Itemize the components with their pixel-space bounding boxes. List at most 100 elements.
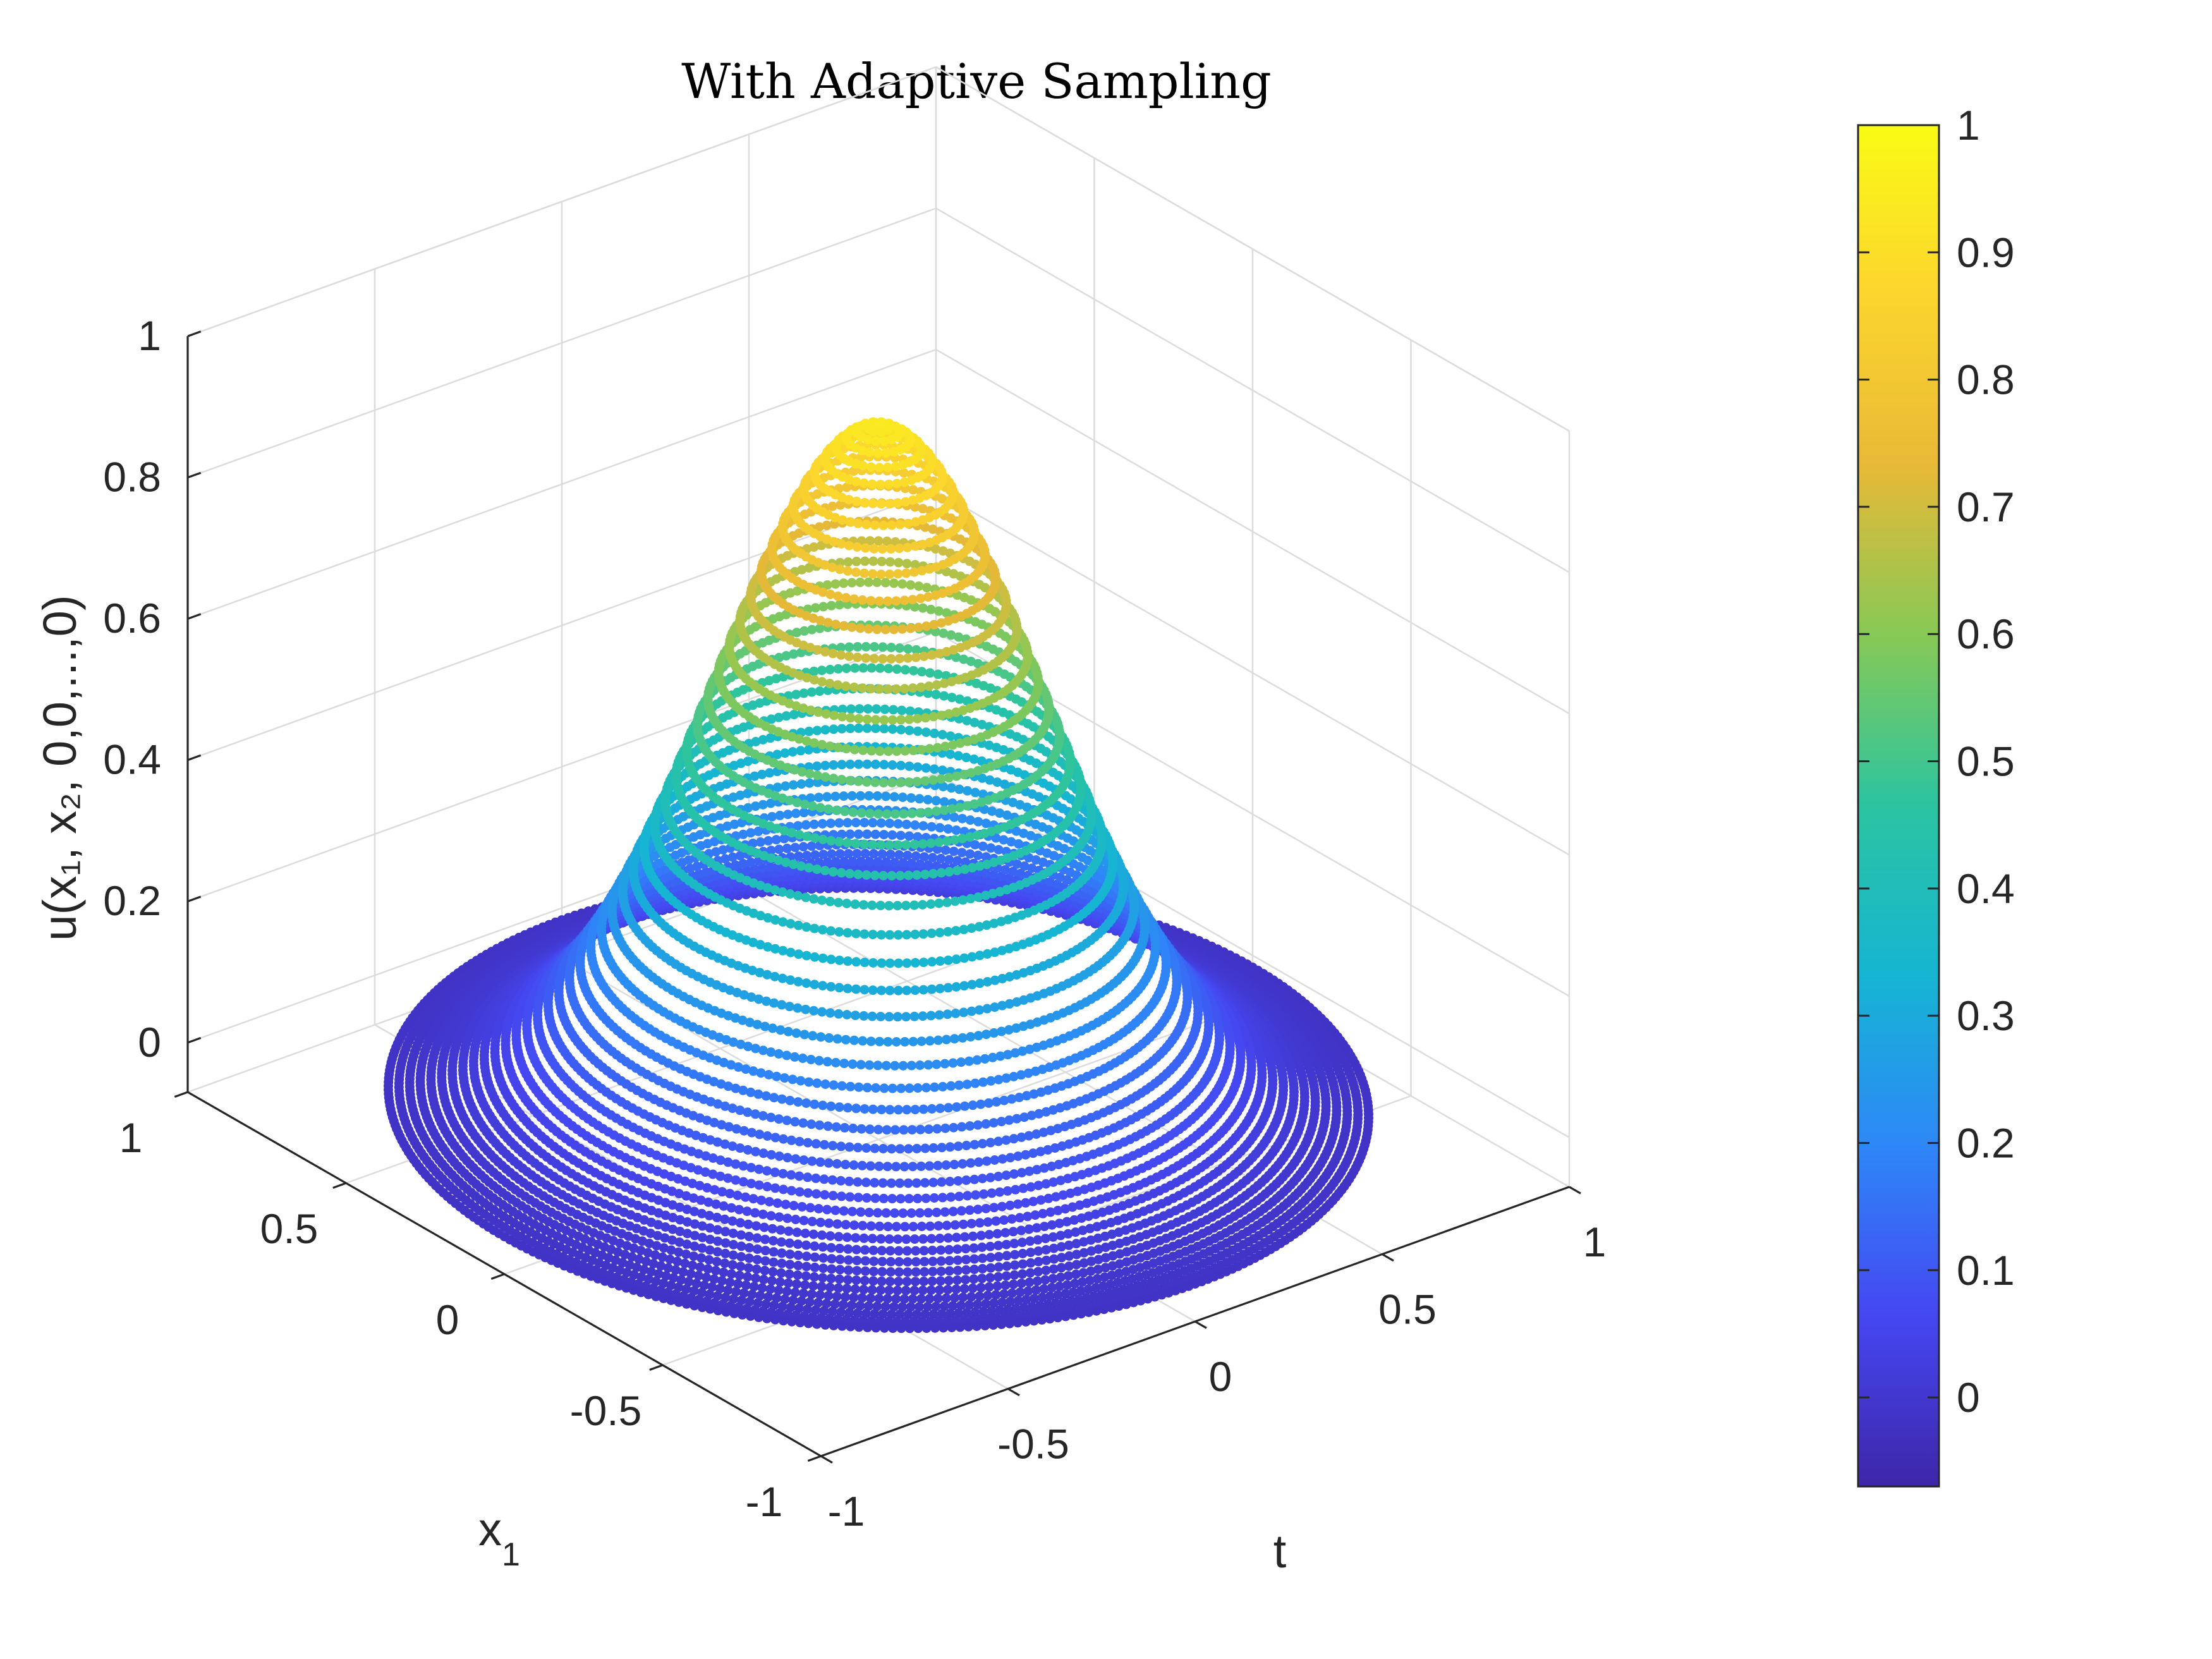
data-point (914, 581, 924, 591)
data-point (961, 857, 971, 867)
z-tick-mark (187, 896, 202, 902)
data-point (774, 712, 784, 722)
data-point (743, 803, 753, 813)
data-point (951, 652, 961, 662)
data-point (939, 797, 949, 807)
data-point (868, 556, 878, 566)
data-point (921, 763, 931, 773)
grid-line-wall-x1-z (187, 772, 937, 1043)
z-tick-mark (187, 331, 202, 337)
data-point (827, 600, 836, 611)
data-point (791, 690, 801, 700)
data-point (984, 740, 994, 750)
data-point (992, 777, 1002, 787)
data-point (858, 461, 868, 471)
data-point (881, 857, 891, 867)
data-point (829, 724, 839, 734)
data-point (911, 645, 921, 655)
data-point (952, 856, 963, 866)
data-point (973, 850, 983, 860)
data-point (906, 793, 916, 803)
data-point (774, 844, 784, 854)
data-point (829, 760, 839, 770)
data-point (929, 764, 939, 774)
data-point (911, 851, 921, 861)
data-point (887, 724, 897, 734)
x1-tick-mark (649, 1364, 664, 1371)
data-point (720, 854, 731, 864)
data-point (909, 602, 920, 612)
data-point (931, 796, 941, 806)
data-point (817, 665, 827, 676)
data-point (804, 744, 814, 755)
data-point (844, 642, 854, 652)
data-point (806, 841, 817, 851)
data-point (970, 840, 980, 850)
data-point (775, 810, 785, 820)
data-point (887, 760, 897, 770)
data-point (995, 808, 1005, 818)
data-point (746, 857, 756, 867)
data-point (976, 756, 987, 766)
data-point (758, 735, 768, 744)
data-point (864, 791, 874, 801)
data-point (904, 726, 915, 736)
data-point (902, 850, 913, 860)
data-point (848, 856, 858, 866)
data-point (822, 857, 832, 867)
data-point (899, 468, 909, 478)
data-point (949, 812, 959, 822)
data-point (1019, 829, 1029, 839)
data-point (772, 750, 782, 760)
z-tick-mark (187, 754, 202, 762)
data-point (872, 704, 882, 714)
data-point (830, 791, 841, 801)
data-point (834, 600, 844, 610)
data-point (876, 818, 886, 828)
data-point (847, 791, 857, 801)
data-point (806, 687, 817, 697)
data-point (877, 556, 887, 566)
z-tick-mark (187, 1036, 202, 1044)
data-point (883, 463, 893, 472)
data-point (894, 850, 904, 860)
data-point (743, 789, 753, 798)
data-point (814, 793, 823, 803)
data-point (926, 604, 936, 614)
data-point (765, 862, 775, 872)
data-point (791, 808, 801, 818)
data-point (796, 779, 806, 789)
data-point (946, 630, 956, 640)
data-point (867, 479, 877, 489)
t-tick-mark (1007, 1388, 1020, 1397)
data-point (1002, 810, 1012, 820)
data-point (731, 860, 741, 870)
data-point (978, 841, 988, 851)
data-point (846, 704, 856, 714)
data-point (896, 760, 906, 770)
t-tick-mark (1569, 1186, 1581, 1194)
data-point (870, 759, 880, 769)
data-point (951, 825, 961, 836)
data-point (910, 820, 920, 830)
data-point (875, 480, 885, 490)
data-point (796, 648, 806, 657)
data-point (940, 845, 951, 855)
data-point (913, 832, 923, 842)
data-point (953, 751, 963, 761)
data-point (889, 578, 899, 588)
data-point (812, 761, 822, 771)
data-point (818, 849, 829, 860)
data-point (938, 782, 948, 792)
data-point (904, 761, 915, 771)
data-point (861, 641, 871, 652)
data-point (875, 663, 885, 673)
data-point (836, 643, 846, 653)
data-point (970, 787, 980, 798)
grid-line-wall-t-z (935, 66, 1570, 432)
data-point (906, 858, 916, 868)
data-point (880, 704, 890, 714)
data-point (1012, 859, 1022, 869)
data-point (738, 859, 748, 868)
data-point (875, 463, 884, 473)
